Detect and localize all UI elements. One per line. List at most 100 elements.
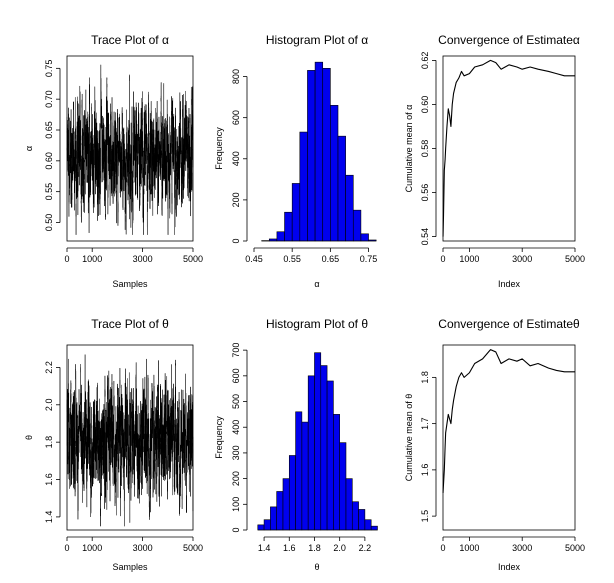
x-tick-label: 1000 [82,543,102,553]
histogram-bar [337,135,346,242]
chart-title: Trace Plot of θ [91,317,169,331]
plot-frame [442,55,576,242]
y-tick-label: 1.6 [44,473,54,486]
y-tick-label: 0.75 [44,60,54,78]
y-tick-label: 200 [231,192,241,207]
x-axis-label: Samples [112,279,148,289]
x-tick-label: 1000 [82,254,102,264]
y-tick-label: 1.4 [44,511,54,524]
y-tick-label: 1.6 [420,464,430,477]
chart-title: Convergence of Estimateα [438,33,580,47]
x-tick-label: 3000 [133,543,153,553]
histogram-bar [257,524,265,531]
x-tick-label: 1.6 [283,543,296,553]
y-tick-label: 1.5 [420,510,430,523]
histogram-bar [358,509,366,531]
y-tick-label: 1.7 [420,417,430,430]
x-axis-label: α [314,279,319,289]
y-axis-label: Frequency [214,416,224,459]
y-tick-label: 0.56 [420,184,430,202]
y-tick-label: 0 [231,527,241,532]
chart-title: Trace Plot of α [91,33,169,47]
y-tick-label: 700 [231,343,241,358]
histogram-bar [330,105,339,242]
y-tick-label: 2.0 [44,399,54,412]
x-tick-label: 0.45 [245,254,263,264]
chart-title: Histogram Plot of θ [266,317,368,331]
y-tick-label: 600 [231,368,241,383]
y-tick-label: 800 [231,69,241,84]
histogram-bar [333,414,340,531]
x-tick-label: 5000 [183,254,203,264]
x-tick-label: 1.8 [308,543,321,553]
x-tick-label: 1000 [459,543,479,553]
y-tick-label: 100 [231,497,241,512]
histogram-bar [276,491,284,531]
x-axis-label: Samples [112,562,148,572]
histogram-bar [352,209,362,242]
x-tick-label: 1.4 [258,543,271,553]
chart-title: Convergence of Estimateθ [438,317,580,331]
x-tick-label: 3000 [512,543,532,553]
histogram-bar [345,174,354,242]
histogram-bar [322,68,331,242]
x-tick-label: 2.2 [359,543,372,553]
panel-conv_alpha: Convergence of Estimateα Index Cumulative … [404,33,585,289]
x-axis-label: Index [498,279,521,289]
panel-hist_theta: Histogram Plot of θ θ Frequency 1.4 1.6 1.8 2.… [214,317,378,572]
x-tick-label: 5000 [183,543,203,553]
y-tick-label: 300 [231,445,241,460]
x-tick-label: 0 [64,543,69,553]
histogram-bar [268,238,278,242]
y-tick-label: 500 [231,394,241,409]
histogram-bar [314,352,322,531]
y-axis-label: θ [24,435,34,440]
y-tick-label: 0.62 [420,52,430,70]
histogram-bar [326,380,334,531]
histogram-bar [339,442,347,531]
y-tick-label: 1.8 [420,371,430,384]
cumulative-mean-line [442,349,575,494]
histogram-bar [301,421,309,531]
y-tick-label: 0.58 [420,140,430,158]
x-tick-label: 0.65 [322,254,340,264]
panel-hist_alpha: Histogram Plot of α α Frequency 0.45 0.55 0.6… [214,33,377,289]
x-axis-label: Index [498,562,521,572]
trace-line [66,354,194,527]
x-tick-label: 0.75 [360,254,378,264]
histogram-bar [291,183,301,242]
y-tick-label: 0.55 [44,183,54,201]
y-axis-label: α [24,146,34,151]
histogram-bar [351,501,359,531]
y-tick-label: 0 [231,238,241,243]
histogram-bar [307,375,315,531]
histogram-bar [270,506,277,531]
y-tick-label: 0.60 [44,152,54,170]
y-tick-label: 0.65 [44,121,54,139]
y-tick-label: 400 [231,420,241,435]
y-axis-label: Cumulative mean of α [404,105,414,193]
cumulative-mean-line [442,59,575,237]
histogram-bar [282,478,290,531]
x-tick-label: 1000 [459,254,479,264]
histogram-bar [299,131,308,242]
y-axis-label: Cumulative mean of θ [404,394,414,482]
histogram-bar [364,519,372,531]
y-tick-label: 0.70 [44,90,54,108]
x-tick-label: 5000 [565,254,585,264]
x-tick-label: 2.0 [333,543,346,553]
y-axis-label: Frequency [214,127,224,170]
histogram-bar [276,231,285,242]
histogram-bar [314,61,324,242]
histogram-bar [370,525,378,531]
panel-conv_theta: Convergence of Estimateθ Index Cumulative … [404,317,585,572]
plot-frame [442,344,576,531]
x-tick-label: 0 [440,254,445,264]
histogram-bar [360,233,369,242]
y-tick-label: 200 [231,471,241,486]
histogram-bar [263,519,271,531]
chart-title: Histogram Plot of α [266,33,368,47]
x-tick-label: 3000 [133,254,153,264]
y-tick-label: 600 [231,110,241,125]
